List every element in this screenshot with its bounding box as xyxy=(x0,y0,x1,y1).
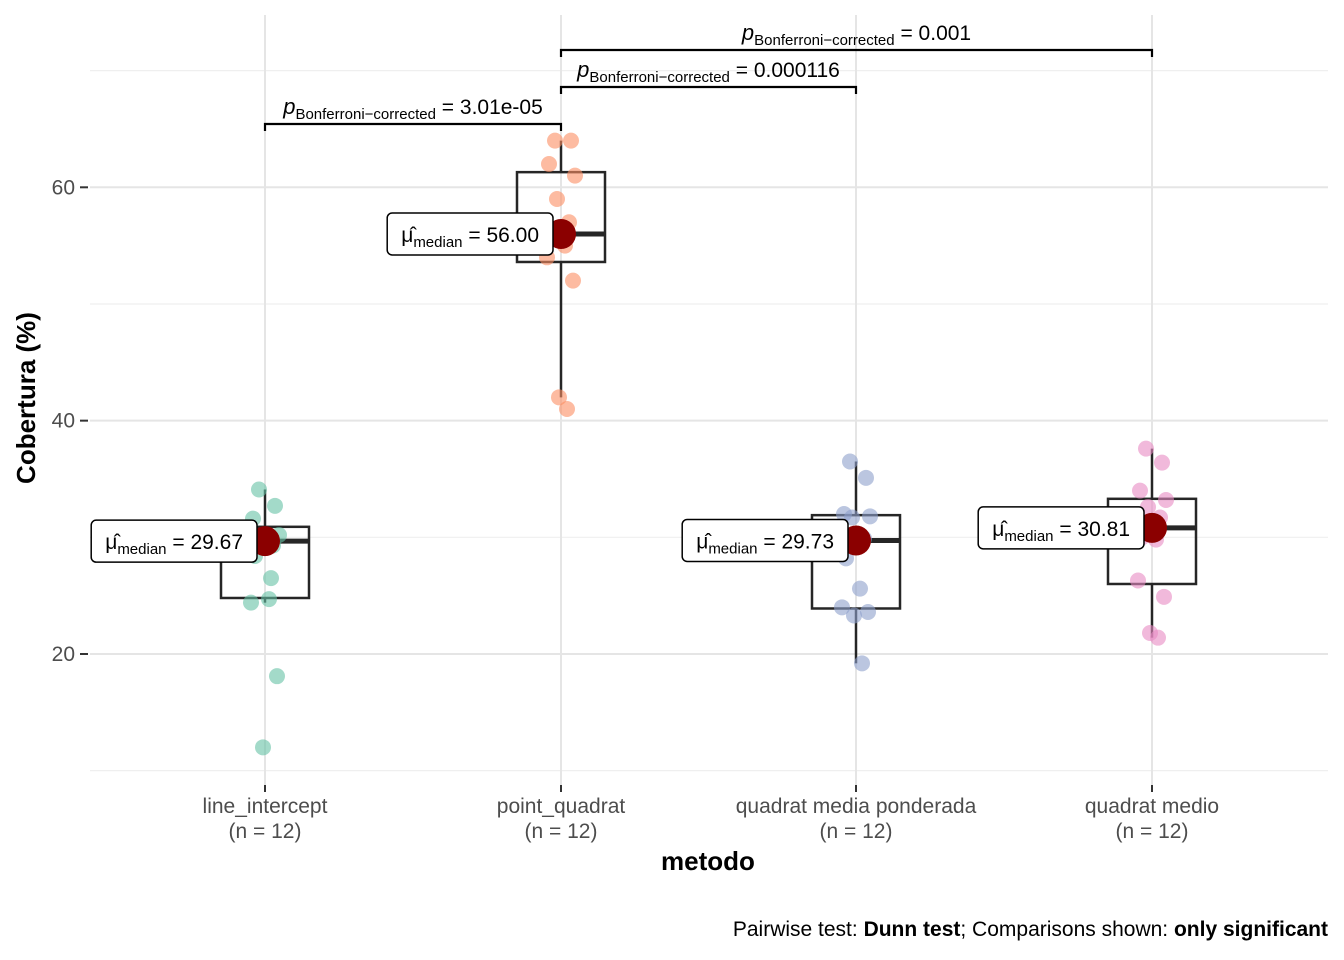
median-label: μ̂median = 56.00 xyxy=(386,212,554,256)
x-axis-title: metodo xyxy=(661,846,755,876)
median-label-box xyxy=(977,506,1145,550)
median-label-box xyxy=(90,519,258,563)
median-label-box xyxy=(386,212,554,256)
data-point xyxy=(243,594,259,611)
data-point xyxy=(251,481,267,498)
x-tick-label: point_quadrat xyxy=(497,795,626,818)
median-label-text: μ̂median = 30.81 xyxy=(992,518,1130,545)
data-point xyxy=(1138,440,1154,457)
data-point xyxy=(551,389,567,406)
data-point xyxy=(862,508,878,525)
x-tick-label: quadrat medio xyxy=(1085,795,1219,818)
y-tick-label: 20 xyxy=(52,643,75,666)
data-point xyxy=(1156,588,1172,605)
comparison-bracket xyxy=(263,122,563,131)
data-point xyxy=(549,190,565,207)
y-tick-label: 40 xyxy=(52,410,75,433)
data-point xyxy=(1132,482,1148,499)
median-label-text: μ̂median = 29.67 xyxy=(105,531,243,558)
data-points xyxy=(243,132,1174,756)
x-tick-label: line_intercept xyxy=(203,795,328,818)
x-axis: line_intercept(n = 12)point_quadrat(n = … xyxy=(203,785,1219,843)
data-point xyxy=(559,400,575,417)
median-label: μ̂median = 30.81 xyxy=(977,506,1145,550)
data-point xyxy=(255,739,271,756)
comparison-label: pBonferroni−corrected = 0.000116 xyxy=(576,57,840,86)
y-axis: 20 40 60 xyxy=(52,176,88,666)
data-point xyxy=(1154,454,1170,471)
comparison-label: pBonferroni−corrected = 3.01e-05 xyxy=(282,94,543,123)
median-label: μ̂median = 29.73 xyxy=(681,518,849,563)
y-axis-title: Cobertura (%) xyxy=(11,312,41,484)
comparison-bracket xyxy=(559,85,858,94)
data-point xyxy=(852,580,868,597)
data-point xyxy=(547,132,563,149)
data-point xyxy=(1158,491,1174,508)
y-tick-label: 60 xyxy=(52,176,75,199)
data-point xyxy=(261,591,277,608)
data-point xyxy=(563,132,579,149)
data-point xyxy=(844,509,860,526)
data-point xyxy=(1130,572,1146,589)
x-tick-n-label: (n = 12) xyxy=(820,820,893,843)
comparison-bracket xyxy=(559,48,1154,57)
median-label-text: μ̂median = 56.00 xyxy=(401,224,539,251)
data-point xyxy=(854,655,870,672)
data-point xyxy=(541,155,557,172)
data-point xyxy=(267,497,283,514)
data-point xyxy=(565,272,581,289)
x-tick-label: quadrat media ponderada xyxy=(736,795,977,818)
data-point xyxy=(1150,629,1166,646)
data-point xyxy=(567,167,583,184)
data-point xyxy=(860,603,876,620)
median-label-box xyxy=(681,518,849,563)
comparison-label: pBonferroni−corrected = 0.001 xyxy=(741,20,971,49)
x-tick-n-label: (n = 12) xyxy=(1116,820,1189,843)
data-point xyxy=(834,599,850,616)
data-point xyxy=(842,453,858,470)
median-markers: μ̂median = 29.67 μ̂median = 56.00 μ̂median… xyxy=(90,212,1167,563)
data-point xyxy=(858,469,874,486)
boxes xyxy=(219,140,1198,664)
x-tick-n-label: (n = 12) xyxy=(229,820,302,843)
data-point xyxy=(263,570,279,587)
data-point xyxy=(269,668,285,685)
caption: Pairwise test: Dunn test; Comparisons sh… xyxy=(733,918,1328,941)
median-label-text: μ̂median = 29.73 xyxy=(696,530,834,557)
median-label: μ̂median = 29.67 xyxy=(90,519,258,563)
data-point xyxy=(846,607,862,624)
comparison-brackets: pBonferroni−corrected = 3.01e-05 pBonferr… xyxy=(263,20,1154,131)
x-tick-n-label: (n = 12) xyxy=(525,820,598,843)
